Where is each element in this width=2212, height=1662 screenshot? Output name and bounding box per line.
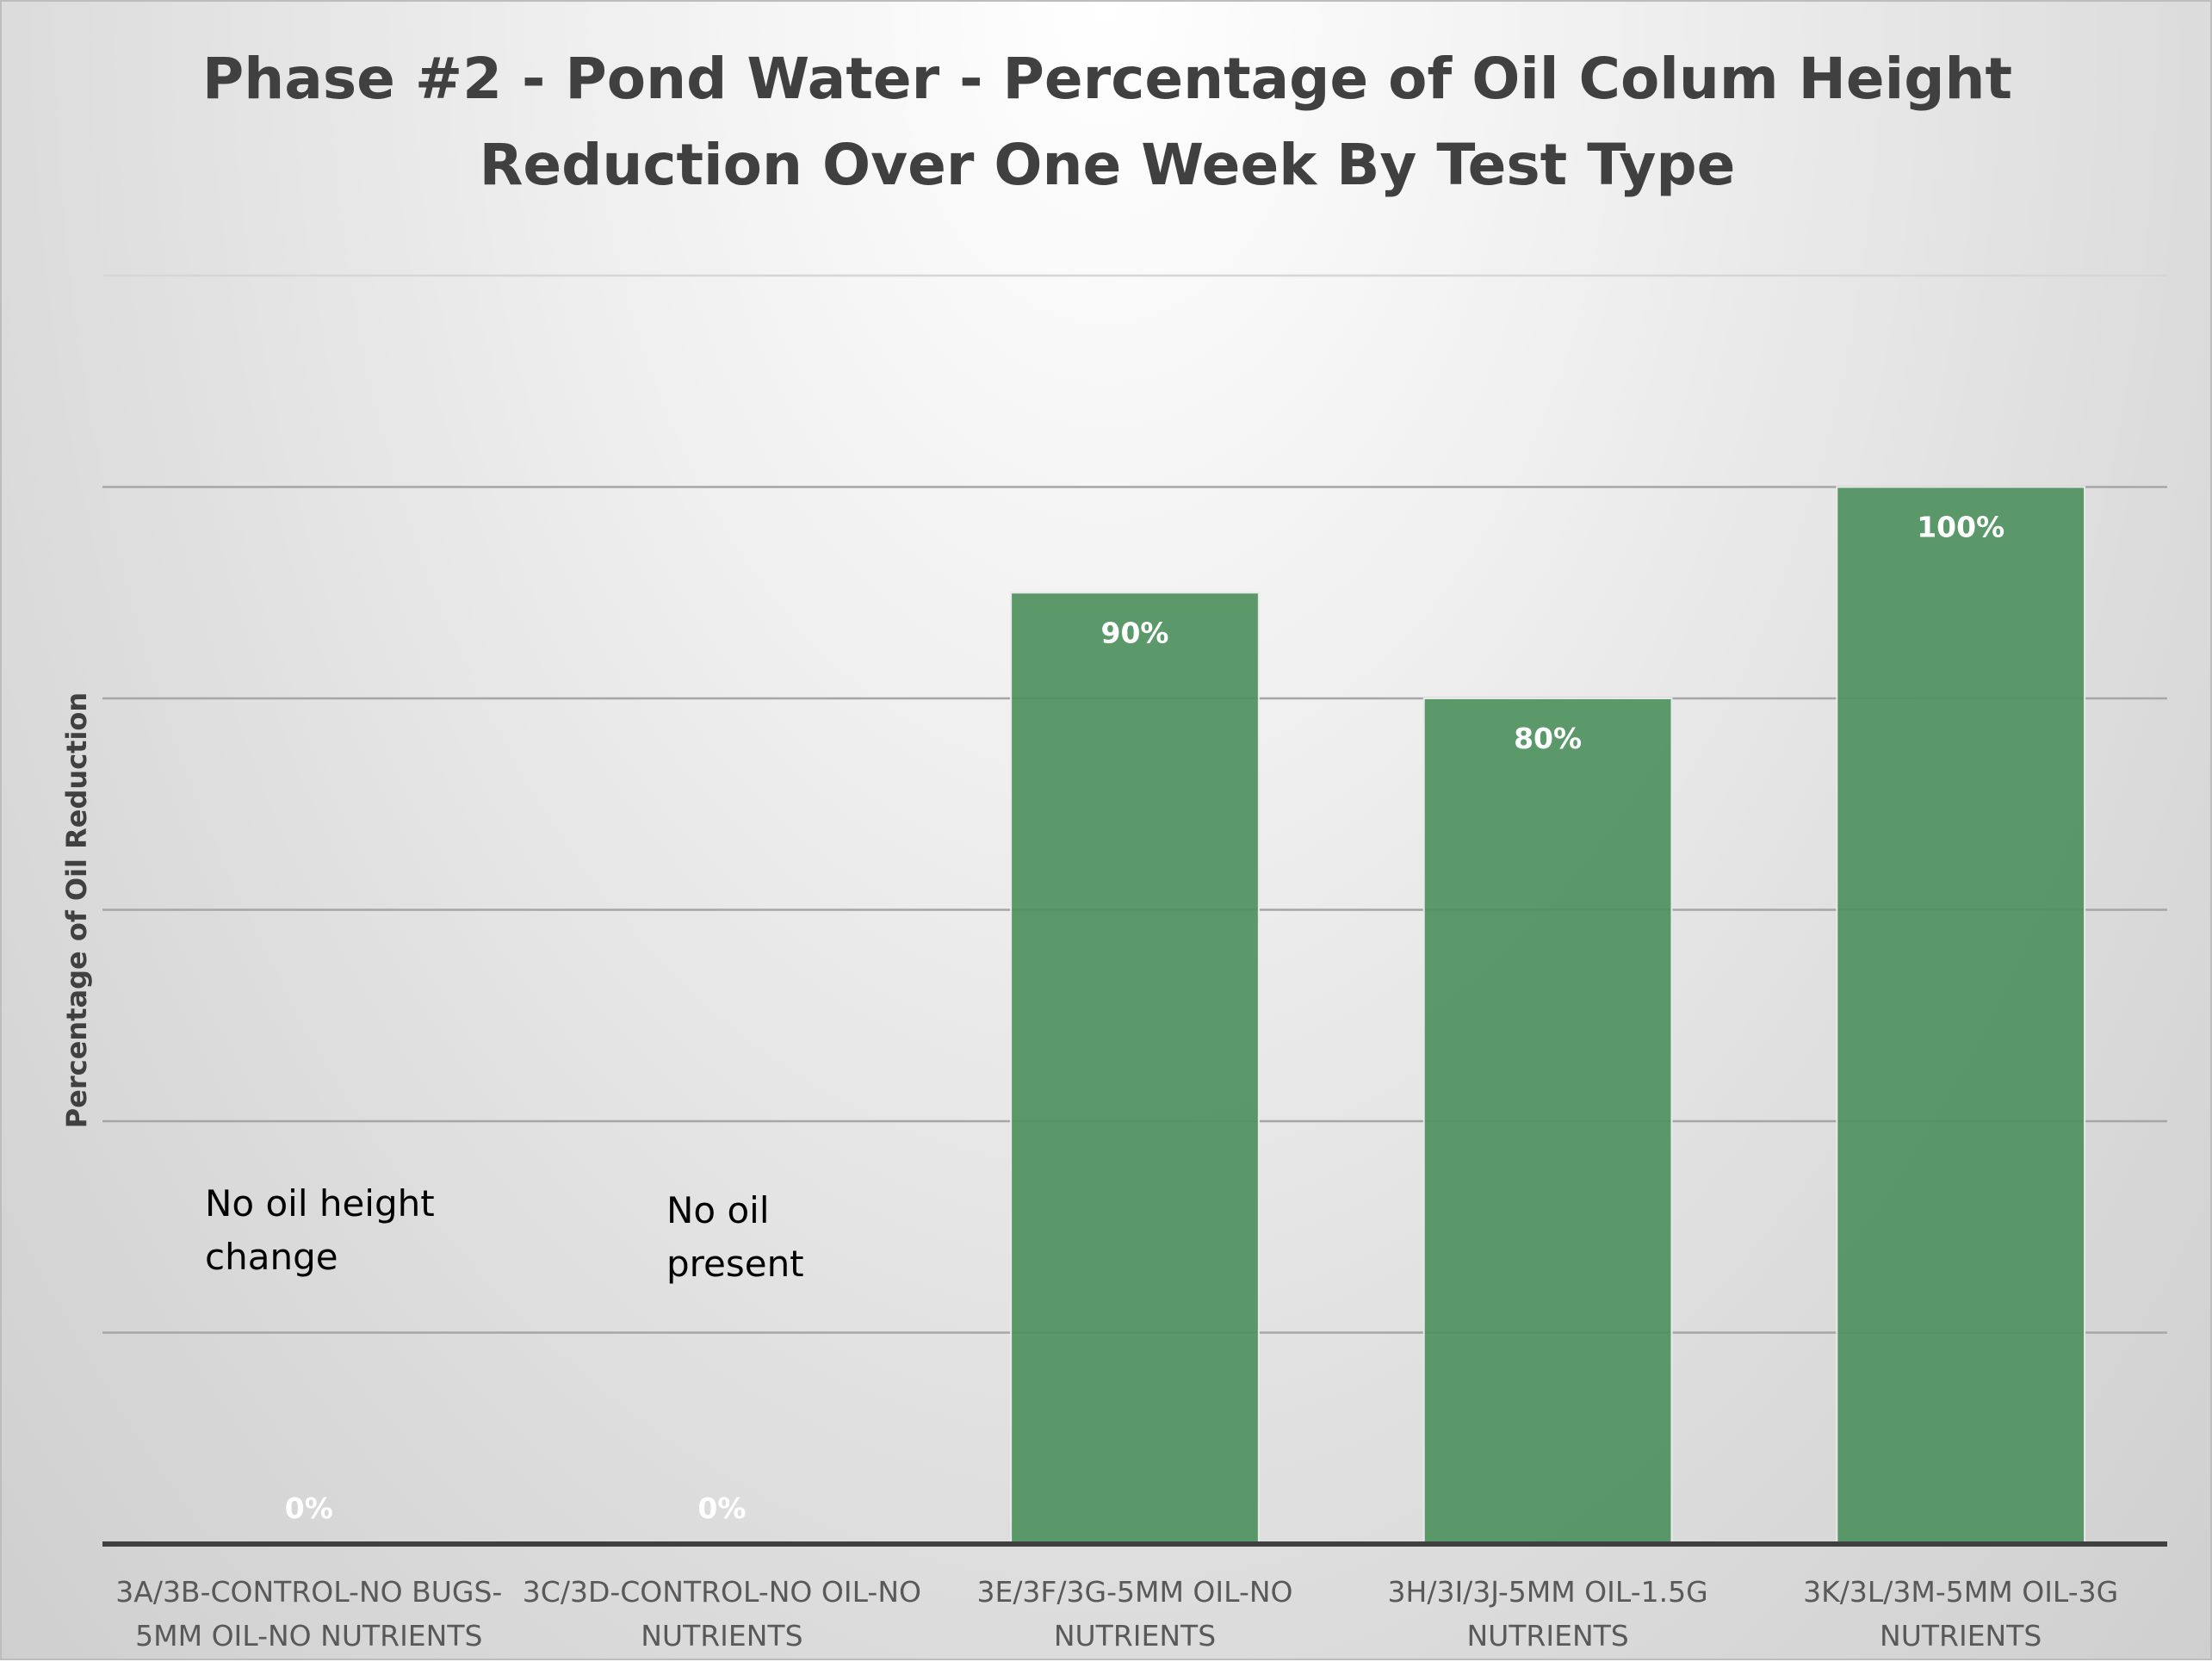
x-tick-label: NUTRIENTS [641,1619,802,1653]
chart-title-line-1: Phase #2 - Pond Water - Percentage of Oi… [202,46,2012,112]
x-tick-label: 3E/3F/3G-5MM OIL-NO [976,1575,1292,1609]
x-tick-label: 3K/3L/3M-5MM OIL-3G [1803,1575,2118,1609]
annotation-text: change [205,1236,338,1278]
y-axis-label: Percentage of Oil Reduction [60,692,93,1128]
data-label: 0% [285,1491,333,1525]
chart-title-line-2: Reduction Over One Week By Test Type [480,132,1736,198]
annotation-text: No oil height [205,1182,435,1225]
x-tick-label: 3C/3D-CONTROL-NO OIL-NO [523,1575,921,1609]
x-tick-labels: 3A/3B-CONTROL-NO BUGS- 5MM OIL-NO NUTRIEN… [115,1575,2118,1653]
data-label: 90% [1101,616,1169,649]
bar [1422,698,1673,1545]
annotations: No oil height change No oil present [205,1182,804,1285]
annotation-text: present [666,1243,804,1285]
annotation-text: No oil [666,1189,770,1231]
x-tick-label: NUTRIENTS [1466,1619,1628,1653]
x-tick-label: 3A/3B-CONTROL-NO BUGS- [115,1575,502,1609]
data-label: 80% [1514,722,1582,755]
data-label: 0% [697,1491,746,1525]
data-labels: 0% 0% 90% 80% 100% [285,511,2004,1526]
x-tick-label: 5MM OIL-NO NUTRIENTS [135,1619,482,1653]
bar [1010,592,1260,1545]
x-tick-label: 3H/3I/3J-5MM OIL-1.5G [1388,1575,1708,1609]
data-label: 100% [1917,511,2004,544]
x-tick-label: NUTRIENTS [1880,1619,2042,1653]
bar [1836,486,2086,1545]
x-tick-label: NUTRIENTS [1054,1619,1216,1653]
chart-title: Phase #2 - Pond Water - Percentage of Oi… [202,46,2012,198]
bars [1010,486,2086,1545]
